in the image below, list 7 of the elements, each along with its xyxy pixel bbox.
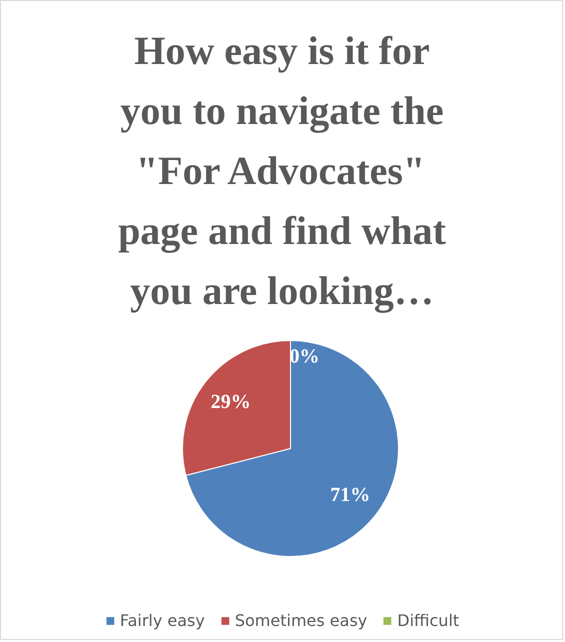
legend-label: Difficult [397, 611, 460, 630]
text: 0% [290, 346, 320, 368]
data-label: 29% [210, 391, 251, 414]
data-label: 71% [330, 484, 370, 506]
legend-label: Fairly easy [120, 611, 205, 630]
legend-label: Sometimes easy [234, 611, 368, 630]
chart-title: How easy is it for you to navigate the "For Advocates" page and find what you are looking… [118, 28, 447, 313]
